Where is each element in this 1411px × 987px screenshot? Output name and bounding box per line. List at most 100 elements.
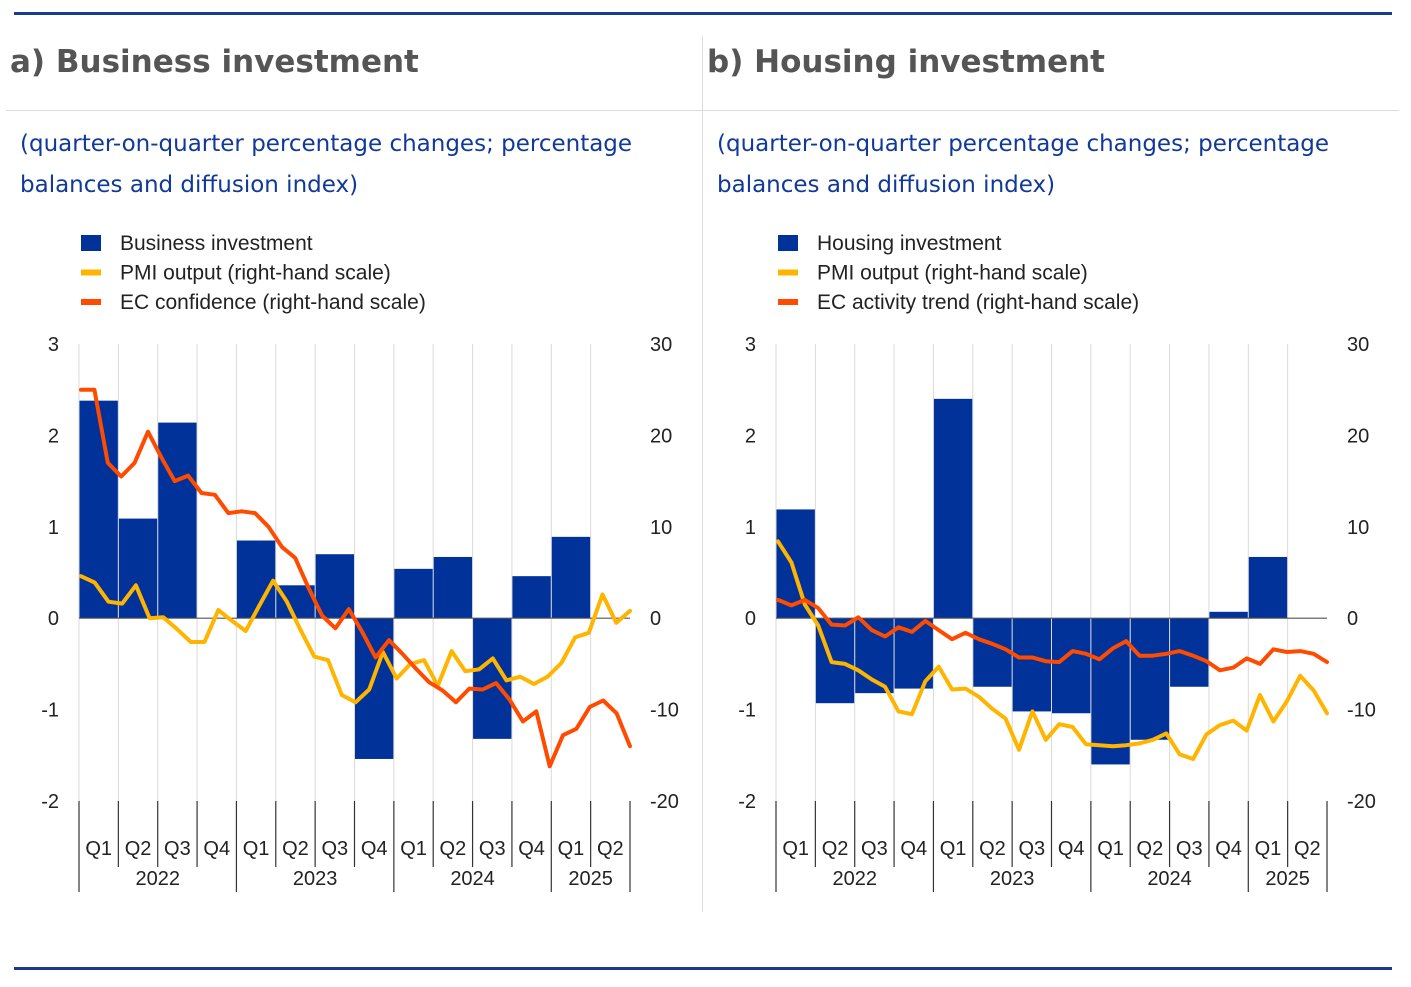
y-tick-left: -2: [738, 791, 756, 813]
legend-label: Business investment: [120, 232, 313, 255]
panel-title: a) Business investment: [10, 44, 419, 80]
x-year-label: 2022: [135, 868, 180, 890]
y-tick-right: -10: [650, 700, 679, 722]
bar: [433, 556, 473, 619]
y-tick-left: -1: [41, 700, 59, 722]
panel-title: b) Housing investment: [707, 44, 1106, 80]
x-year-label: 2022: [832, 868, 877, 890]
bar: [551, 536, 591, 619]
x-tick-label: Q4: [1215, 838, 1242, 860]
series-line-ec: [776, 597, 1329, 673]
legend-swatch-line: [81, 269, 101, 276]
y-tick-left: -1: [738, 700, 756, 722]
y-tick-right: 10: [650, 517, 672, 539]
x-tick-label: Q2: [1137, 838, 1164, 860]
panel-subtitle: (quarter-on-quarter percentage changes; …: [717, 131, 1330, 198]
series-line-ec: [79, 387, 632, 769]
x-year-label: 2025: [568, 868, 613, 890]
x-year-label: 2023: [293, 868, 338, 890]
y-tick-left: 1: [745, 517, 756, 539]
x-tick-label: Q2: [822, 838, 849, 860]
y-tick-right: 30: [650, 334, 672, 356]
y-tick-left: 3: [745, 334, 756, 356]
y-tick-right: -10: [1347, 700, 1376, 722]
x-tick-label: Q3: [479, 838, 506, 860]
bar: [236, 540, 276, 619]
y-tick-right: -20: [650, 791, 679, 813]
legend-label: EC activity trend (right-hand scale): [817, 291, 1139, 314]
title-divider: [703, 110, 1399, 111]
bar: [933, 398, 973, 619]
y-tick-right: 20: [1347, 425, 1369, 447]
y-tick-right: 30: [1347, 334, 1369, 356]
x-tick-label: Q4: [900, 838, 927, 860]
y-tick-right: 20: [650, 425, 672, 447]
x-tick-label: Q3: [1018, 838, 1045, 860]
x-year-label: 2023: [990, 868, 1035, 890]
x-tick-label: Q1: [782, 838, 809, 860]
legend-swatch-line: [81, 299, 101, 305]
housing-investment-chart: Housing investment PMI output (right-hand…: [738, 232, 1376, 892]
bottom-rule: [14, 967, 1392, 970]
business-investment-chart: Business investment PMI output (right-han…: [41, 232, 679, 892]
x-tick-label: Q1: [1097, 838, 1124, 860]
bar: [158, 422, 197, 619]
panel-business-investment: a) Business investment (quarter-on-quart…: [6, 36, 702, 912]
x-tick-label: Q2: [979, 838, 1006, 860]
top-rule: [14, 12, 1392, 15]
x-tick-label: Q4: [1058, 838, 1085, 860]
x-tick-label: Q1: [940, 838, 967, 860]
series-line-pmi: [776, 539, 1329, 761]
panel-housing-investment: b) Housing investment (quarter-on-quarte…: [702, 36, 1399, 912]
x-tick-label: Q2: [125, 838, 152, 860]
x-tick-label: Q1: [400, 838, 427, 860]
bar: [1209, 611, 1248, 619]
x-year-label: 2024: [450, 868, 495, 890]
legend-swatch-line: [778, 269, 798, 276]
x-tick-label: Q2: [282, 838, 309, 860]
series-line-pmi: [79, 574, 632, 705]
x-tick-label: Q3: [1176, 838, 1203, 860]
x-tick-label: Q4: [203, 838, 230, 860]
y-tick-right: 10: [1347, 517, 1369, 539]
legend-swatch-line: [778, 299, 798, 305]
bar: [512, 576, 551, 619]
legend-label: PMI output (right-hand scale): [120, 262, 391, 285]
bar: [973, 618, 1012, 687]
bar: [394, 568, 433, 619]
x-tick-label: Q2: [440, 838, 467, 860]
y-tick-right: -20: [1347, 791, 1376, 813]
x-tick-label: Q3: [321, 838, 348, 860]
title-divider: [6, 110, 702, 111]
y-tick-left: -2: [41, 791, 59, 813]
x-tick-label: Q1: [85, 838, 112, 860]
x-tick-label: Q3: [861, 838, 888, 860]
y-tick-left: 1: [48, 517, 59, 539]
legend-label: Housing investment: [817, 232, 1002, 255]
x-tick-label: Q1: [1255, 838, 1282, 860]
x-tick-label: Q4: [361, 838, 388, 860]
legend-label: EC confidence (right-hand scale): [120, 291, 426, 314]
panel-subtitle: (quarter-on-quarter percentage changes; …: [20, 131, 633, 198]
x-tick-label: Q2: [1294, 838, 1321, 860]
y-tick-left: 2: [745, 425, 756, 447]
x-year-label: 2025: [1265, 868, 1310, 890]
y-tick-left: 2: [48, 425, 59, 447]
x-tick-label: Q1: [558, 838, 585, 860]
legend-label: PMI output (right-hand scale): [817, 262, 1088, 285]
x-tick-label: Q3: [164, 838, 191, 860]
bar: [1248, 556, 1288, 619]
y-tick-left: 0: [745, 608, 756, 630]
bar: [79, 400, 118, 619]
y-tick-left: 3: [48, 334, 59, 356]
legend-swatch-bar: [778, 235, 798, 251]
x-year-label: 2024: [1147, 868, 1192, 890]
bar: [1130, 618, 1170, 740]
y-tick-right: 0: [1347, 608, 1358, 630]
x-tick-label: Q1: [243, 838, 270, 860]
bar: [1052, 618, 1091, 714]
x-tick-label: Q4: [518, 838, 545, 860]
y-tick-left: 0: [48, 608, 59, 630]
x-tick-label: Q2: [597, 838, 624, 860]
bar: [1012, 618, 1051, 712]
